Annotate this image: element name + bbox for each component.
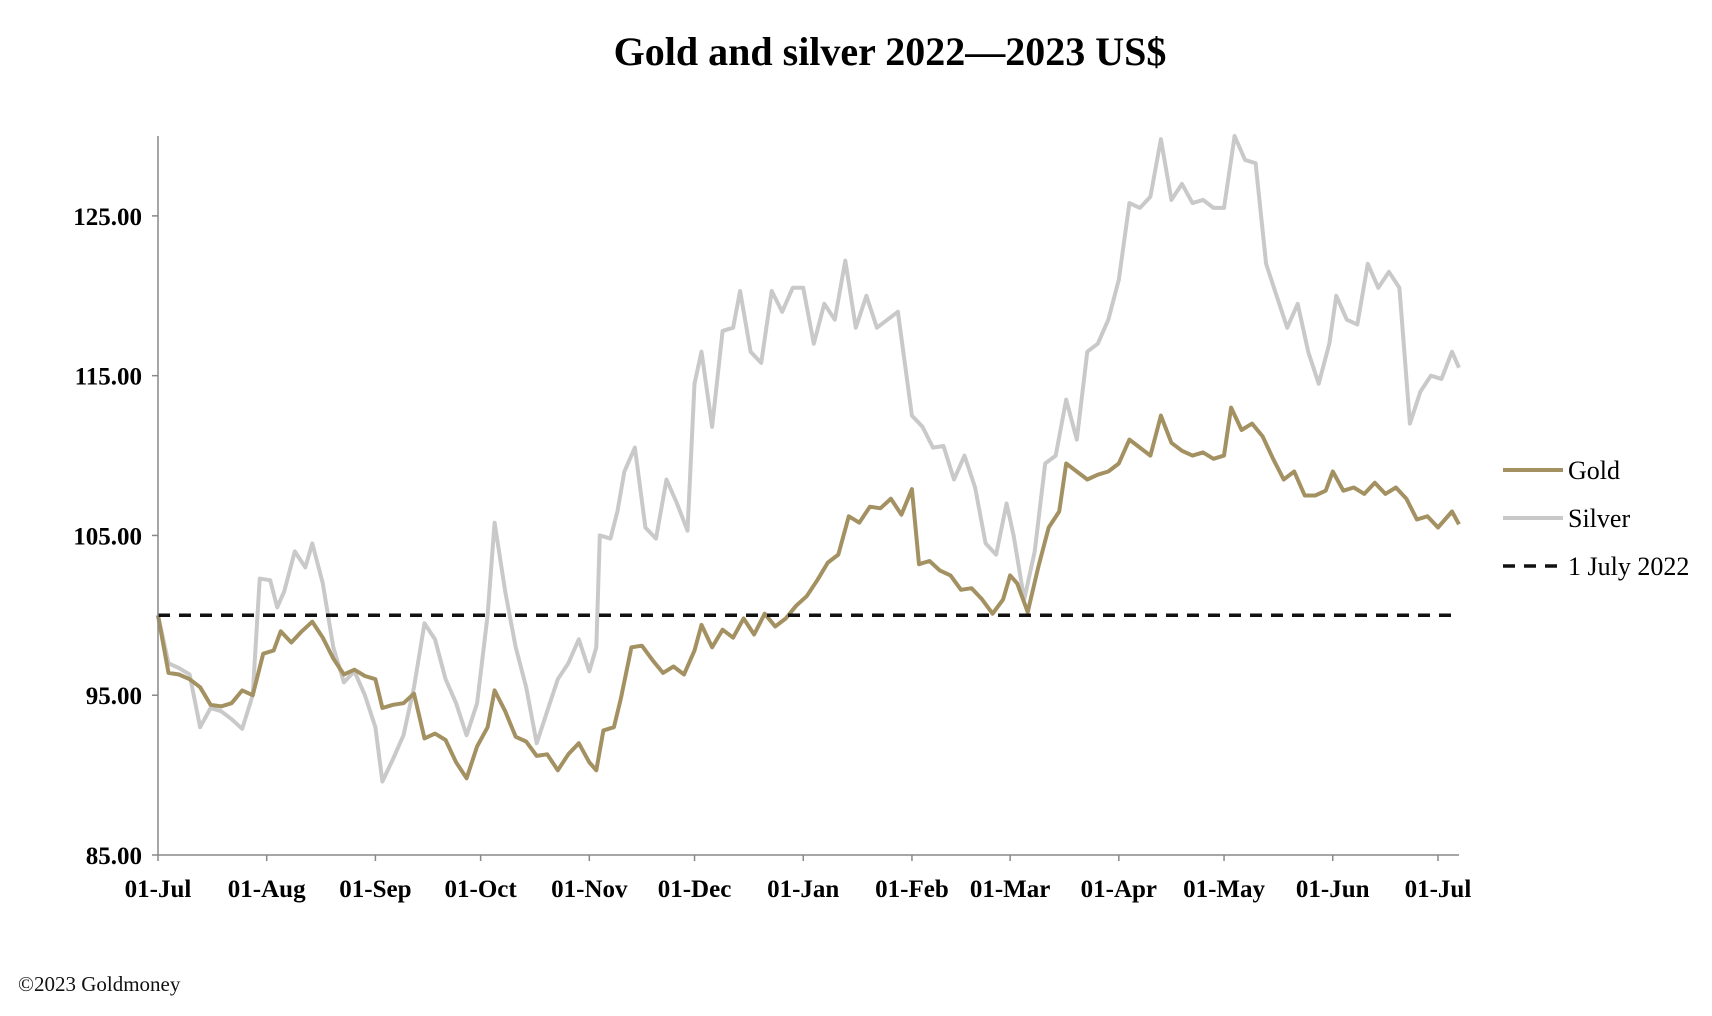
x-tick-label: 01-May bbox=[1183, 876, 1265, 903]
x-axis-ticks: 01-Jul 01-Aug 01-Sep 01-Oct 01-Nov 01-Dec 01-J… bbox=[125, 855, 1472, 903]
legend: Gold Silver 1 July 2022 bbox=[1503, 456, 1689, 581]
legend-label: Silver bbox=[1568, 504, 1630, 533]
y-tick-label: 105.00 bbox=[73, 523, 142, 550]
x-tick-label: 01-Jul bbox=[125, 876, 192, 903]
x-tick-label: 01-Sep bbox=[339, 876, 411, 903]
x-tick-label: 01-Mar bbox=[970, 876, 1051, 903]
series-line-gold bbox=[156, 405, 1461, 781]
copyright-footer: ©2023 Goldmoney bbox=[18, 972, 181, 996]
series-layer bbox=[156, 134, 1461, 784]
x-tick-label: 01-Jul bbox=[1405, 876, 1472, 903]
chart-title: Gold and silver 2022—2023 US$ bbox=[614, 29, 1167, 74]
y-tick-label: 85.00 bbox=[86, 843, 142, 870]
x-tick-label: 01-Jun bbox=[1296, 876, 1370, 903]
y-tick-label: 95.00 bbox=[86, 683, 142, 710]
x-tick-label: 01-Oct bbox=[445, 876, 518, 903]
legend-label: 1 July 2022 bbox=[1568, 552, 1689, 581]
y-tick-label: 125.00 bbox=[73, 204, 142, 231]
y-tick-label: 115.00 bbox=[75, 364, 142, 391]
x-tick-label: 01-Feb bbox=[875, 876, 949, 903]
series-line-silver bbox=[156, 134, 1461, 784]
x-tick-label: 01-Nov bbox=[551, 876, 628, 903]
plot-area: 85.00 95.00 105.00 115.00 125.00 01-Jul 01-Au… bbox=[73, 134, 1472, 903]
legend-label: Gold bbox=[1568, 456, 1620, 485]
x-tick-label: 01-Aug bbox=[228, 876, 306, 903]
x-tick-label: 01-Dec bbox=[658, 876, 732, 903]
x-tick-label: 01-Apr bbox=[1081, 876, 1157, 903]
x-tick-label: 01-Jan bbox=[767, 876, 839, 903]
y-axis-ticks: 85.00 95.00 105.00 115.00 125.00 bbox=[73, 204, 158, 870]
